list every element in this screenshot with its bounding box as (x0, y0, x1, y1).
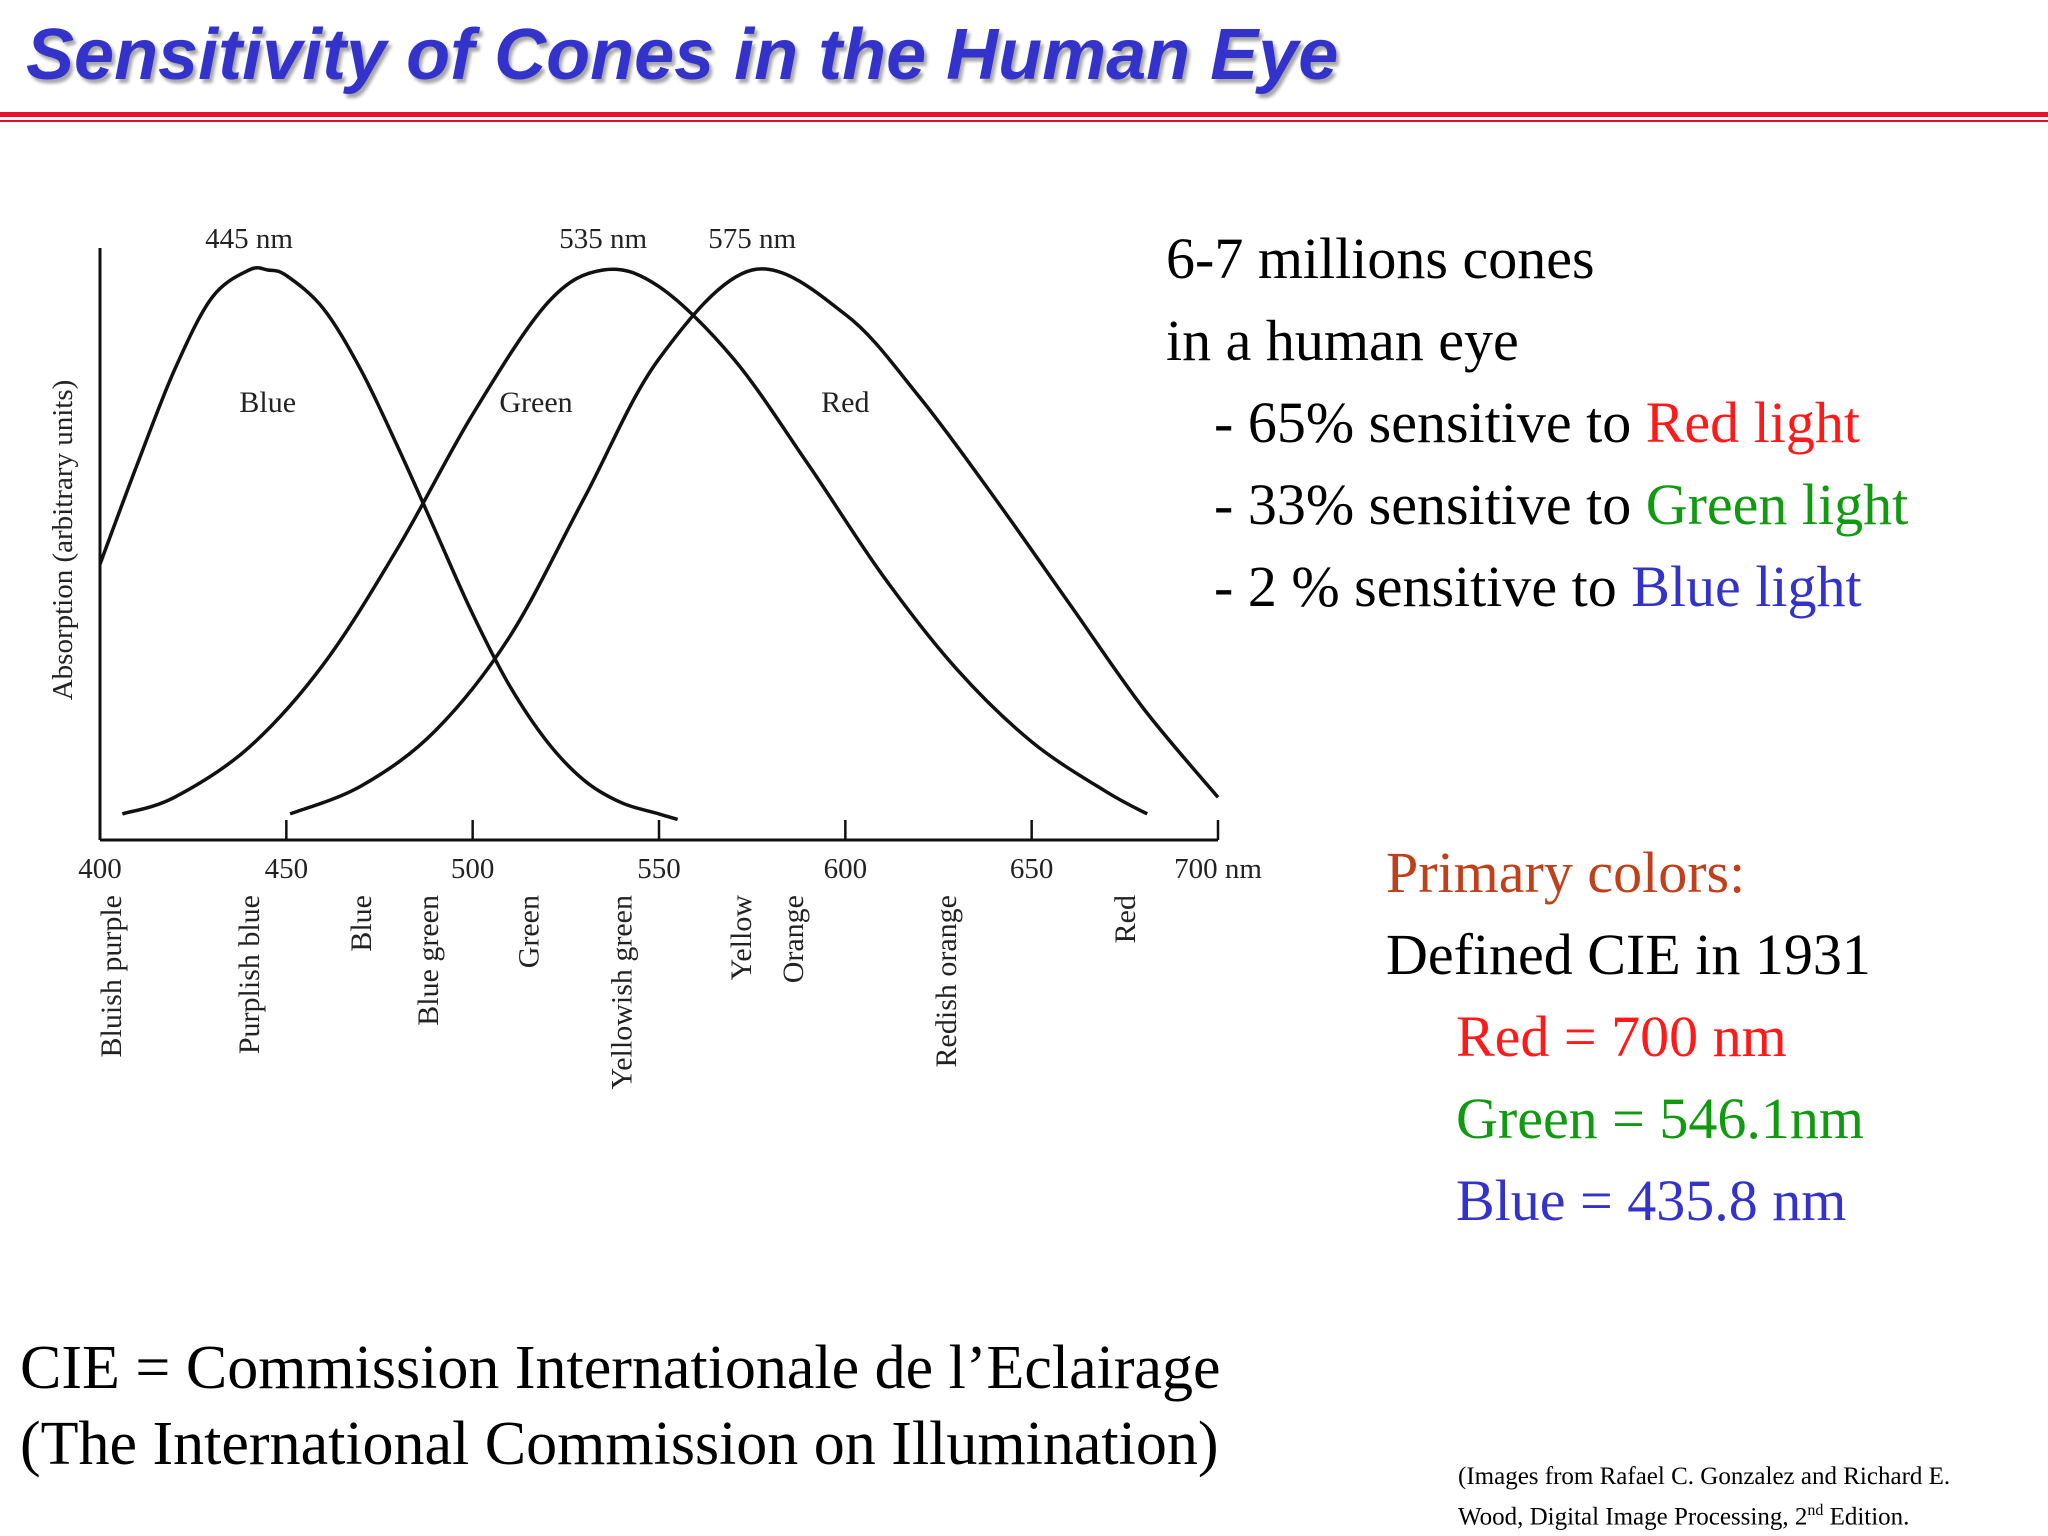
curve-name-label: Blue (239, 386, 296, 419)
color-band-label: Red (1109, 895, 1142, 943)
info-item-green: - 33% sensitive to Green light (1166, 464, 1908, 546)
info-item-green-prefix: - 33% sensitive to (1214, 472, 1646, 537)
peak-labels: 445 nm 535 nm 575 nm (205, 223, 796, 255)
peak-label: 535 nm (559, 223, 647, 255)
title-rule-thick (0, 112, 2048, 117)
curve-green (121, 267, 1149, 816)
citation-line-2-end: Edition. (1823, 1503, 1910, 1531)
primary-green: Green = 546.1nm (1456, 1086, 1865, 1151)
x-tick-label: 650 (1010, 853, 1054, 885)
y-axis-label: Absorption (arbitrary units) (47, 380, 79, 701)
curve-name-labels: Blue Green Red (239, 386, 869, 419)
x-tick-label: 550 (637, 853, 681, 885)
info-item-blue: - 2 % sensitive to Blue light (1166, 546, 1908, 628)
curve-red (289, 267, 1220, 816)
citation-line-1: (Images from Rafael C. Gonzalez and Rich… (1458, 1463, 1951, 1490)
info-item-blue-colored: Blue light (1631, 554, 1862, 619)
primary-red: Red = 700 nm (1456, 1004, 1787, 1069)
color-band-label: Blue green (412, 895, 445, 1026)
primary-blue: Blue = 435.8 nm (1456, 1168, 1847, 1233)
color-band-label: Blue (345, 895, 378, 952)
info-item-red-prefix: - 65% sensitive to (1214, 390, 1646, 455)
cie-line-1: CIE = Commission Internationale de l’Ecl… (20, 1334, 1221, 1402)
color-band-labels: Bluish purple Purplish blue Blue Blue green… (95, 895, 1142, 1090)
x-ticks: 400 450 500 550 600 650 700 nm (78, 820, 1262, 885)
color-band-label: Yellow (725, 895, 758, 981)
slide-title: Sensitivity of Cones in the Human Eye (26, 15, 1339, 95)
x-tick-label: 450 (265, 853, 309, 885)
x-tick-label: 400 (78, 853, 122, 885)
citation-sup: nd (1807, 1502, 1824, 1519)
color-band-label: Yellowish green (606, 895, 639, 1089)
cone-sensitivity-chart: Absorption (arbitrary units) 400 450 500 55… (47, 223, 1262, 1090)
primary-colors: Primary colors: Defined CIE in 1931 Red … (1386, 832, 1871, 1242)
color-band-label: Purplish blue (233, 895, 266, 1054)
cie-line-2: (The International Commission on Illumin… (20, 1410, 1219, 1478)
x-tick-label: 500 (451, 853, 495, 885)
cie-definition: CIE = Commission Internationale de l’Ecl… (20, 1330, 1221, 1482)
info-item-red-colored: Red light (1645, 390, 1860, 455)
x-tick-label: 700 nm (1174, 853, 1262, 885)
cone-info: 6-7 millions cones in a human eye - 65% … (1166, 218, 1908, 628)
peak-label: 445 nm (205, 223, 293, 255)
curves (98, 265, 1220, 822)
info-line-1: 6-7 millions cones (1166, 226, 1595, 291)
info-item-red: - 65% sensitive to Red light (1166, 382, 1908, 464)
color-band-label: Orange (777, 895, 810, 983)
color-band-label: Bluish purple (95, 895, 128, 1058)
info-line-2: in a human eye (1166, 308, 1519, 373)
primary-heading: Primary colors: (1386, 840, 1746, 905)
curve-name-label: Green (499, 386, 572, 419)
image-citation: (Images from Rafael C. Gonzalez and Rich… (1458, 1460, 1950, 1534)
citation-line-2-text: Wood, Digital Image Processing, 2 (1458, 1503, 1808, 1531)
info-item-green-colored: Green light (1645, 472, 1909, 537)
x-tick-label: 600 (824, 853, 868, 885)
peak-label: 575 nm (708, 223, 796, 255)
citation-line-2: Wood, Digital Image Processing, 2nd Edit… (1458, 1494, 1950, 1534)
title-rule-thin (0, 120, 2048, 122)
curve-blue (98, 265, 679, 822)
primary-defined: Defined CIE in 1931 (1386, 922, 1871, 987)
color-band-label: Green (513, 895, 546, 968)
curve-name-label: Red (821, 386, 869, 419)
info-item-blue-prefix: - 2 % sensitive to (1214, 554, 1632, 619)
color-band-label: Redish orange (930, 895, 963, 1067)
